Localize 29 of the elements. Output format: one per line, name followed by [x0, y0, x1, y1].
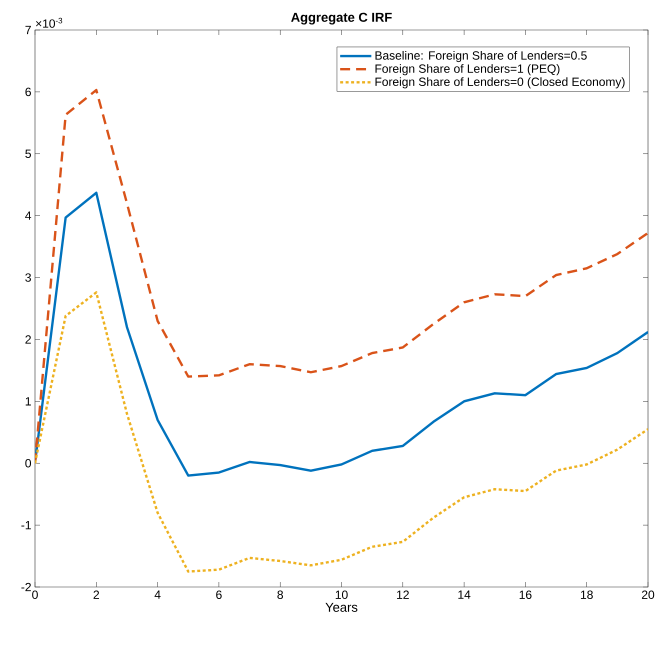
y-tick-label: 0: [25, 458, 32, 468]
x-tick-label: 20: [642, 590, 654, 599]
x-tick-label: 12: [397, 590, 409, 599]
x-tick-label: 2: [94, 590, 100, 599]
x-tick-label: 6: [216, 590, 222, 599]
legend-label: Foreign Share of Lenders=0 (Closed Economy): [376, 77, 625, 88]
x-axis-title: Years: [325, 602, 358, 612]
x-tick-label: 4: [154, 590, 161, 599]
chart-title: Aggregate C IRF: [291, 12, 392, 25]
line-series: [35, 192, 648, 477]
x-tick-label: 16: [520, 590, 532, 599]
legend-label: Baseline: Foreign Share of Lenders=0.5: [376, 50, 587, 62]
y-tick-label: -1: [21, 521, 31, 530]
y-tick-label: 2: [25, 335, 31, 344]
x-tick-label: 10: [336, 590, 348, 599]
y-tick-label: -2: [21, 582, 31, 592]
x-tick-label: 14: [458, 590, 470, 599]
y-tick-label: 4: [25, 212, 32, 220]
y-tick-label: 6: [25, 88, 31, 96]
x-tick-label: 8: [277, 590, 284, 599]
legend-label: Foreign Share of Lenders=1 (PEQ): [376, 64, 560, 76]
text: ×10$^{-3}$: [36, 18, 62, 28]
x-tick-label: 18: [580, 590, 593, 599]
y-tick-label: 1: [26, 397, 31, 406]
y-tick-label: 3: [25, 273, 31, 282]
y-tick-label: 5: [25, 150, 31, 158]
y-tick-label: 7: [25, 26, 31, 34]
x-tick-label: 0: [32, 590, 38, 599]
line-series: [35, 291, 648, 573]
